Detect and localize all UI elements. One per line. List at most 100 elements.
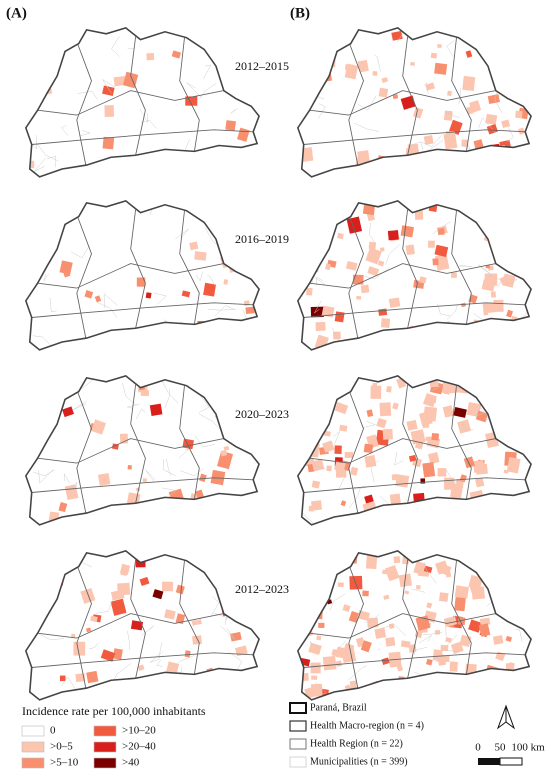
municipality-line [111,36,120,57]
patch [431,433,440,441]
patch [479,149,485,155]
municipality-line [214,305,235,317]
patch [442,405,454,418]
patch [514,512,524,524]
municipality-line [166,458,172,476]
region-line [130,384,146,504]
patch [139,576,150,587]
patch [503,203,518,218]
region-line [309,263,496,289]
municipality-line [413,647,428,656]
patch [349,689,361,700]
patch [223,445,230,451]
municipality-line [532,580,544,592]
region-line [31,652,254,668]
patch [445,571,452,578]
patch [485,265,490,269]
patch [528,406,532,411]
municipality-line [210,596,220,616]
region-line [303,652,526,668]
patch [524,218,532,230]
patch [445,637,452,643]
patch [504,258,517,272]
patch [59,675,66,682]
patch [342,604,351,612]
region-line [451,209,472,325]
patch [164,609,176,620]
patch [450,272,457,278]
municipality-line [178,448,189,459]
patch [449,661,458,672]
region-line [402,36,418,156]
municipality-line [239,699,254,700]
patch [352,274,364,285]
patch [437,468,447,477]
patch [70,633,76,639]
municipality-line [411,588,426,594]
patch [370,385,382,399]
patch [345,261,358,271]
region-line [130,209,146,329]
patch [175,584,185,595]
patch [506,456,521,474]
region-line [451,36,472,152]
patch [381,77,389,84]
patch [380,318,391,328]
patch [465,50,473,58]
municipality-line [124,155,144,168]
patch [434,253,450,271]
municipality-line [316,375,322,395]
municipality-line [317,186,329,201]
patch [507,37,519,51]
municipality-line [446,305,458,320]
patch [389,339,399,349]
patch [235,645,248,657]
patch [388,623,395,629]
municipality-line [158,504,172,519]
patch [430,52,438,59]
patch [450,641,464,655]
patch [498,334,507,343]
period-label: 2020–2023 [235,407,289,421]
patch [145,292,152,299]
patch [97,472,111,486]
municipality-line [46,155,56,168]
patch [481,279,496,292]
region-line [31,129,254,145]
municipality-line [348,172,364,177]
region-line [348,214,364,343]
municipality-line [432,221,451,234]
municipality-line [478,264,492,276]
patch [485,113,498,125]
patch [144,509,157,522]
patch [432,258,439,266]
municipality-line [489,274,502,288]
patch [374,627,387,639]
region-line [37,90,224,116]
municipality-line [364,614,379,623]
period-label: 2012–2015 [235,59,289,73]
patch [322,655,337,671]
municipality-line [41,400,47,412]
patch [344,451,354,459]
legend-swatch [21,725,45,737]
patch [454,585,470,599]
municipality-line [408,696,425,700]
patch [404,590,410,595]
patch [335,660,343,667]
patch [182,438,194,450]
municipality-line [362,420,377,428]
patch [472,459,485,473]
patch [334,460,346,472]
municipality-line [348,487,361,509]
patch [446,90,452,97]
patch [448,119,463,135]
municipality-line [330,593,346,611]
patch [26,208,40,223]
patch [468,619,482,633]
patch [411,429,424,442]
patch [395,474,410,488]
patch [505,694,518,700]
legend-label: >40 [122,757,140,769]
region-line [303,302,526,318]
